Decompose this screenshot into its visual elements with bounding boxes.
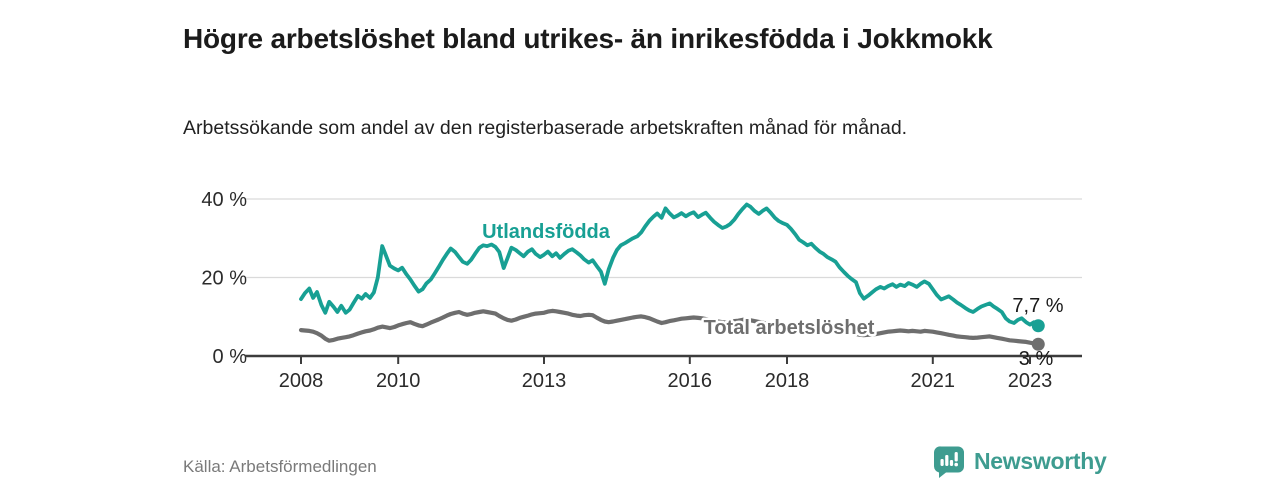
series-end-dot-total	[1031, 337, 1045, 351]
series-line-utlandsfodda	[299, 202, 1041, 328]
end-value-label-total: 3 %	[1019, 348, 1054, 370]
chart-subtitle: Arbetssökande som andel av den registerb…	[183, 116, 908, 139]
y-tick-label: 40 %	[201, 189, 247, 211]
series-label-total-arbetsloshet: Total arbetslöshet	[704, 317, 875, 339]
y-tick-label: 0 %	[213, 346, 248, 368]
x-tick-label: 2023	[1008, 370, 1053, 392]
source-note: Källa: Arbetsförmedlingen	[183, 457, 377, 476]
series-end-dot-utlandsfodda	[1031, 319, 1045, 333]
series-label-utlandsfodda: Utlandsfödda	[482, 221, 611, 243]
newsworthy-bubble-chart-icon	[933, 445, 964, 478]
newsworthy-logo: Newsworthy	[933, 444, 1107, 478]
end-value-label-utlandsfodda: 7,7 %	[1012, 295, 1063, 317]
brand-name: Newsworthy	[974, 447, 1107, 474]
series-line-total	[298, 308, 1041, 347]
x-tick-label: 2010	[376, 370, 421, 392]
x-tick-label: 2021	[911, 370, 956, 392]
x-tick-label: 2016	[668, 370, 713, 392]
x-tick-label: 2018	[765, 370, 810, 392]
page-title: Högre arbetslöshet bland utrikes- än inr…	[183, 22, 993, 54]
x-tick-label: 2013	[522, 370, 567, 392]
y-tick-label: 20 %	[201, 268, 247, 290]
x-tick-label: 2008	[279, 370, 324, 392]
